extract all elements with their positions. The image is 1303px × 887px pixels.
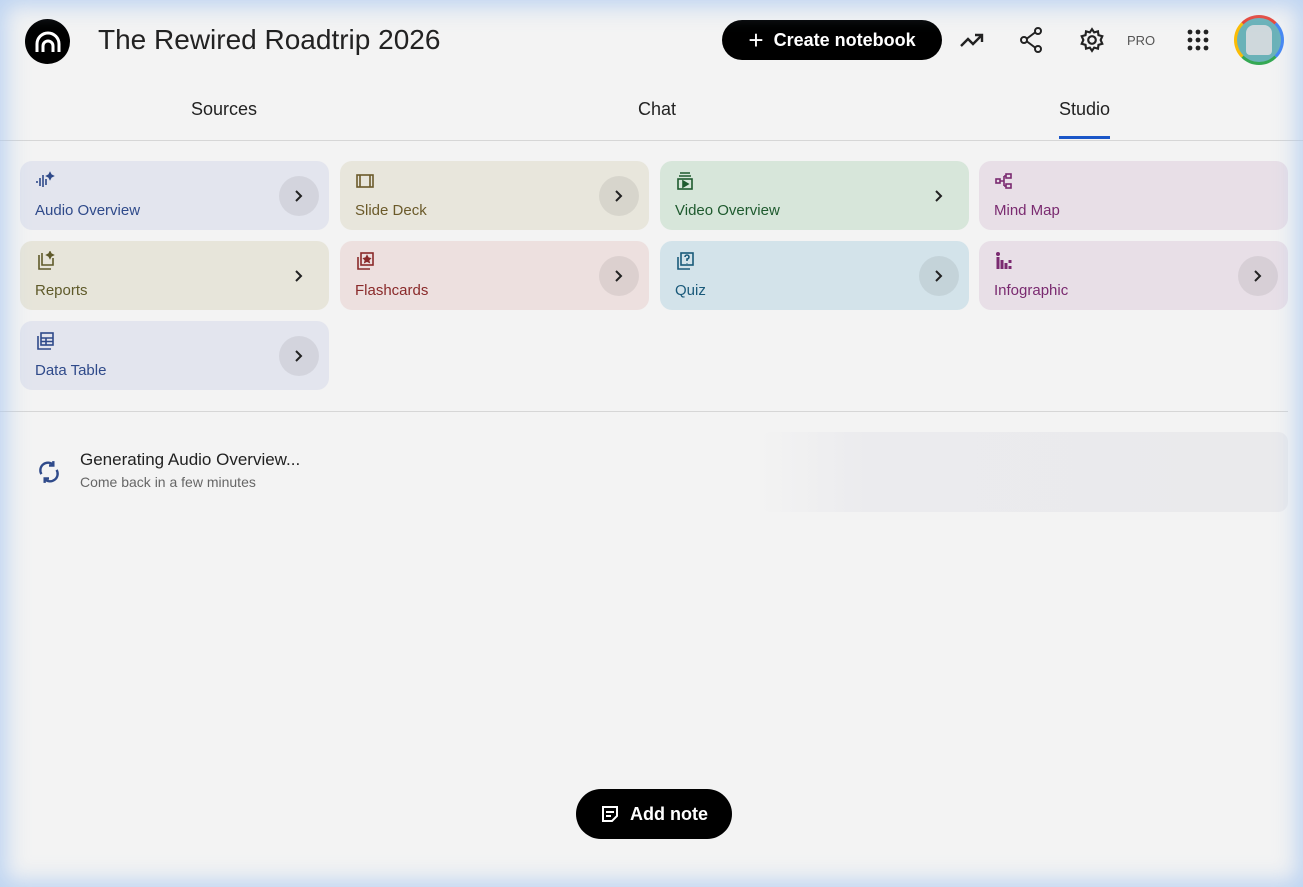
divider xyxy=(0,411,1288,412)
header: The Rewired Roadtrip 2026 + Create notebo… xyxy=(0,0,1303,80)
note-icon xyxy=(602,806,618,822)
share-icon[interactable] xyxy=(1017,26,1045,54)
chevron-right-icon[interactable] xyxy=(919,176,959,216)
add-note-label: Add note xyxy=(630,803,708,824)
studio-card-label: Infographic xyxy=(994,282,1069,299)
studio-card-video-overview[interactable]: Video Overview xyxy=(660,161,969,230)
table-icon xyxy=(37,332,54,350)
studio-card-mind-map[interactable]: Mind Map xyxy=(979,161,1288,230)
apps-grid-icon[interactable] xyxy=(1184,26,1212,54)
chevron-right-icon[interactable] xyxy=(599,176,639,216)
quiz-icon xyxy=(677,252,694,270)
tab-sources[interactable]: Sources xyxy=(191,99,258,119)
studio-card-data-table[interactable]: Data Table xyxy=(20,321,329,390)
loading-placeholder xyxy=(760,432,1288,512)
studio-card-audio-overview[interactable]: Audio Overview xyxy=(20,161,329,230)
studio-card-label: Video Overview xyxy=(675,202,780,219)
studio-card-label: Mind Map xyxy=(994,202,1060,219)
chevron-right-icon[interactable] xyxy=(279,336,319,376)
chevron-right-icon[interactable] xyxy=(279,176,319,216)
chevron-right-icon[interactable] xyxy=(599,256,639,296)
sync-icon xyxy=(39,461,59,483)
studio-card-label: Audio Overview xyxy=(35,202,141,219)
studio-card-label: Slide Deck xyxy=(355,202,427,219)
account-avatar[interactable] xyxy=(1234,15,1284,65)
notebook-title[interactable]: The Rewired Roadtrip 2026 xyxy=(98,24,441,55)
studio-card-label: Reports xyxy=(35,282,88,299)
robot-avatar-icon xyxy=(1246,25,1272,55)
chevron-right-icon[interactable] xyxy=(279,256,319,296)
tab-chat[interactable]: Chat xyxy=(638,99,677,119)
notebooklm-logo-icon[interactable] xyxy=(25,19,70,64)
studio-card-label: Data Table xyxy=(35,362,107,379)
analytics-icon[interactable] xyxy=(958,26,986,54)
plus-icon: + xyxy=(748,25,764,55)
chevron-right-icon[interactable] xyxy=(919,256,959,296)
generating-subtitle: Come back in a few minutes xyxy=(80,474,256,490)
create-notebook-button[interactable]: + Create notebook xyxy=(722,20,942,60)
flashcards-icon xyxy=(357,252,374,270)
studio-card-infographic[interactable]: Infographic xyxy=(979,241,1288,310)
tab-bar: Sources Chat Studio xyxy=(0,80,1303,141)
studio-card-reports[interactable]: Reports xyxy=(20,241,329,310)
slides-icon xyxy=(356,174,374,188)
studio-card-label: Quiz xyxy=(675,282,706,299)
chevron-right-icon[interactable] xyxy=(1238,256,1278,296)
studio-card-label: Flashcards xyxy=(355,282,429,299)
add-note-button[interactable]: Add note xyxy=(576,789,732,839)
reports-icon xyxy=(38,251,55,270)
tab-studio[interactable]: Studio xyxy=(1059,99,1111,139)
generating-title: Generating Audio Overview... xyxy=(80,450,301,469)
infographic-icon xyxy=(995,251,1012,269)
settings-gear-icon[interactable] xyxy=(1078,26,1106,54)
mind-map-icon xyxy=(995,173,1012,189)
studio-card-slide-deck[interactable]: Slide Deck xyxy=(340,161,649,230)
video-icon xyxy=(677,172,693,190)
audio-waveform-icon xyxy=(36,171,55,187)
create-notebook-label: Create notebook xyxy=(773,29,916,50)
pro-badge: PRO xyxy=(1127,33,1156,48)
studio-card-quiz[interactable]: Quiz xyxy=(660,241,969,310)
studio-card-flashcards[interactable]: Flashcards xyxy=(340,241,649,310)
